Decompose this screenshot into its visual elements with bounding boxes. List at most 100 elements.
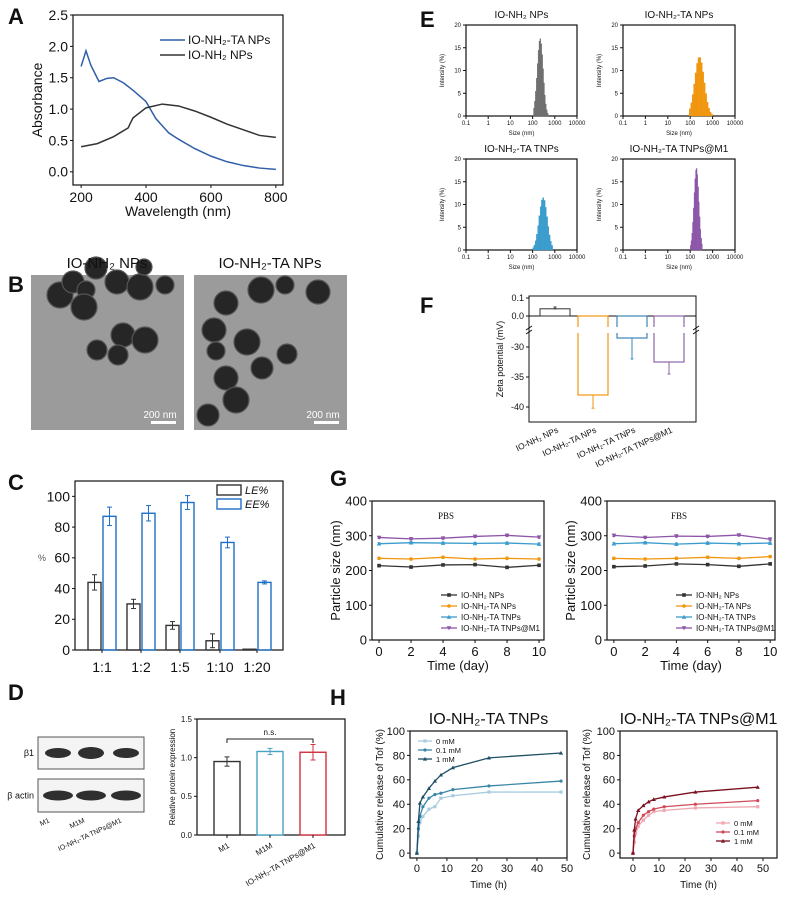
y-tick-label: 1.5: [181, 715, 193, 724]
data-point: [420, 794, 426, 799]
y-tick-label: 0: [609, 848, 615, 860]
y-axis-label: %: [38, 553, 46, 563]
x-tick-label: 10: [763, 644, 777, 659]
x-tick-label: 1: [487, 121, 491, 127]
data-point: [662, 794, 667, 799]
y-tick-label: 0: [615, 114, 619, 120]
x-axis-label: Size (nm): [509, 131, 535, 137]
data-point: [674, 556, 679, 561]
data-point: [440, 536, 446, 541]
axis-break-gap: [530, 327, 695, 333]
data-point: [705, 562, 710, 567]
significance-bracket: [226, 738, 314, 743]
scale-bar: [151, 421, 176, 424]
blot-lane-label: M1M: [69, 817, 86, 830]
histogram-bin: [690, 102, 693, 117]
data-point: [472, 541, 478, 546]
x-tick-label: 1:5: [170, 659, 190, 675]
x-tick-label: 40: [531, 863, 543, 875]
chart-title: IO-NH₂-TA TNPs: [429, 711, 548, 728]
x-tick-label: 0.1: [462, 255, 471, 261]
y-tick-label: 0: [615, 248, 619, 254]
data-point: [504, 540, 510, 545]
histogram-bin: [703, 82, 706, 117]
histogram-bin: [538, 215, 541, 251]
y-tick-label: 5: [458, 91, 462, 97]
data-point: [651, 797, 656, 801]
protein-band: [78, 747, 104, 759]
data-point: [377, 556, 381, 561]
data-point: [681, 626, 687, 631]
plot-frame: [528, 295, 697, 423]
data-point: [472, 534, 478, 539]
x-tick-label: 10: [507, 121, 514, 127]
y-axis-label: Relative protein expression: [168, 729, 177, 826]
x-tick-label: 10000: [727, 255, 744, 261]
data-point: [720, 838, 726, 843]
y-tick-label: 0: [458, 248, 462, 254]
series-line: [632, 786, 758, 854]
plot-frame: [72, 14, 284, 186]
y-tick-label: 0: [458, 114, 462, 120]
chart-1: 0 20 40 60 80 100% 1:1 1:2 1:5 1:10 1:20 LE% EE%: [38, 480, 284, 675]
x-tick-label: 0: [630, 863, 636, 875]
data-point: [632, 827, 637, 832]
nanoparticle: [104, 269, 130, 295]
y-tick-label: 20: [54, 611, 70, 627]
histogram-bin: [549, 241, 552, 251]
y-tick-label: 0: [62, 642, 70, 658]
x-tick-label: 1000: [548, 121, 562, 127]
data-point: [409, 557, 413, 561]
nanoparticle: [276, 343, 298, 365]
x-tick-label: 400: [134, 189, 158, 205]
histogram-bin: [697, 57, 700, 117]
y-tick-label: 80: [393, 750, 405, 762]
nanoparticle: [250, 356, 274, 380]
series-line: [80, 103, 276, 148]
histogram-bin: [691, 94, 694, 117]
bar: [242, 648, 257, 651]
data-point: [612, 564, 616, 569]
data-point: [736, 533, 742, 538]
blot-row-label: β1: [24, 748, 34, 758]
x-tick-label: 20: [679, 863, 691, 875]
data-point: [767, 537, 773, 542]
y-axis-label: Zeta potential (mV): [495, 321, 505, 398]
data-point: [705, 540, 710, 545]
data-point: [681, 614, 687, 619]
y-tick-label: -40: [511, 402, 524, 412]
data-point: [674, 534, 679, 539]
histogram-bin: [700, 62, 703, 117]
x-axis-label: Time (h): [470, 880, 507, 891]
data-point: [646, 813, 651, 817]
y-tick-label: 0.1: [511, 293, 524, 303]
plot-frame: [465, 158, 578, 251]
y-tick-label: 60: [54, 550, 70, 566]
x-tick-label: 0: [414, 863, 420, 875]
data-point: [674, 562, 679, 566]
histogram-bin: [533, 244, 536, 251]
y-tick-label: 20: [454, 23, 461, 29]
y-tick-label: 80: [54, 519, 70, 535]
data-point: [558, 750, 564, 755]
x-tick-label: 10: [653, 863, 665, 875]
histogram-bin: [551, 245, 553, 251]
tem-image: 200 nm: [31, 256, 184, 430]
nanoparticle: [110, 322, 136, 348]
y-axis-label: Intensity (%): [597, 188, 603, 221]
y-tick-label: 2.5: [49, 7, 69, 23]
data-point: [674, 541, 679, 546]
y-axis-label: Absorbance: [29, 62, 45, 137]
x-tick-label: M1M: [254, 841, 274, 858]
data-point: [756, 799, 760, 803]
histogram-bin: [546, 109, 548, 117]
data-point: [611, 541, 617, 546]
data-point: [636, 820, 640, 825]
data-point: [652, 809, 656, 814]
y-tick-label: 15: [611, 46, 618, 52]
data-point: [504, 533, 510, 538]
